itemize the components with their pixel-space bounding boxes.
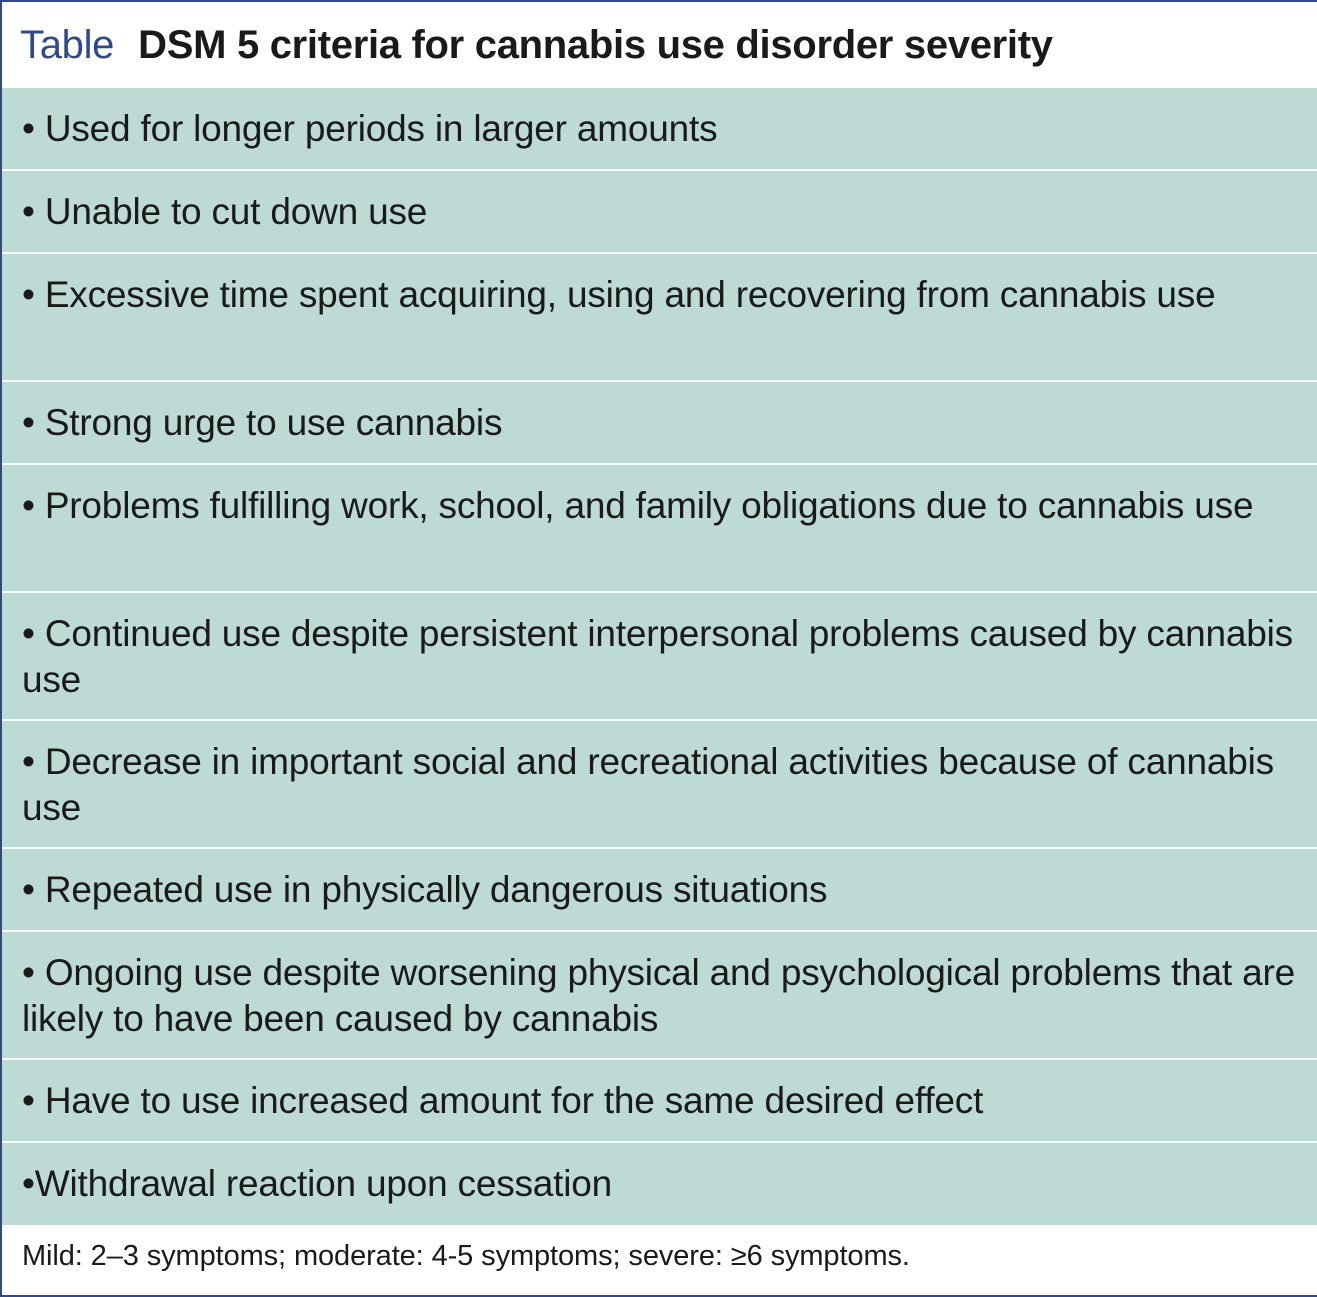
severity-footnote: Mild: 2–3 symptoms; moderate: 4-5 sympto…	[22, 1240, 910, 1272]
criteria-row: • Ongoing use despite worsening physical…	[2, 932, 1317, 1060]
criteria-row: • Excessive time spent acquiring, using …	[2, 254, 1317, 382]
criteria-row: • Continued use despite persistent inter…	[2, 593, 1317, 721]
criteria-row: • Used for longer periods in larger amou…	[2, 88, 1317, 171]
table-title: DSM 5 criteria for cannabis use disorder…	[138, 22, 1053, 67]
table-label: Table	[20, 22, 115, 67]
table-title-bar: Table DSM 5 criteria for cannabis use di…	[2, 2, 1317, 88]
criteria-row: • Strong urge to use cannabis	[2, 382, 1317, 465]
criteria-row: • Problems fulfilling work, school, and …	[2, 465, 1317, 593]
criteria-list: • Used for longer periods in larger amou…	[2, 88, 1317, 1225]
criteria-row: • Have to use increased amount for the s…	[2, 1060, 1317, 1143]
criteria-row: • Repeated use in physically dangerous s…	[2, 849, 1317, 932]
criteria-row: • Decrease in important social and recre…	[2, 721, 1317, 849]
criteria-row: •Withdrawal reaction upon cessation	[2, 1143, 1317, 1225]
criteria-row: • Unable to cut down use	[2, 171, 1317, 254]
